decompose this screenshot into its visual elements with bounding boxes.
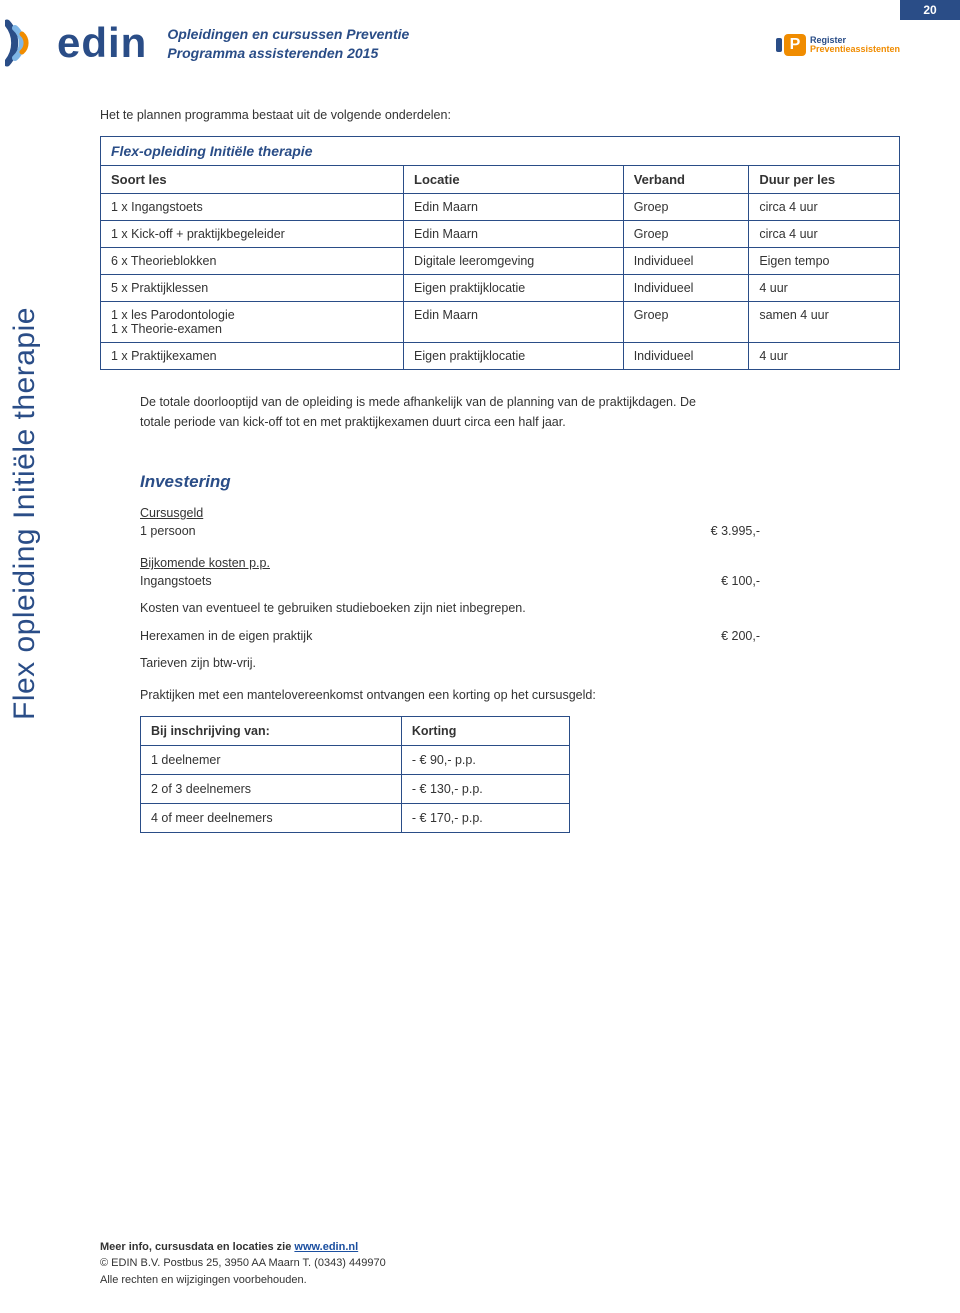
table-cell: 2 of 3 deelnemers xyxy=(141,774,402,803)
books-note: Kosten van eventueel te gebruiken studie… xyxy=(140,598,760,619)
table-cell: Edin Maarn xyxy=(404,221,624,248)
table-cell: 1 x Ingangstoets xyxy=(101,194,404,221)
cursusgeld-label: Cursusgeld xyxy=(140,506,203,520)
table-cell: Eigen praktijklocatie xyxy=(404,343,624,370)
program-table: Flex-opleiding Initiële therapie Soort l… xyxy=(100,136,900,370)
table-row: 1 x les Parodontologie1 x Theorie-examen… xyxy=(101,302,900,343)
program-table-title: Flex-opleiding Initiële therapie xyxy=(101,137,900,166)
col-verband: Verband xyxy=(623,166,749,194)
table-cell: circa 4 uur xyxy=(749,194,900,221)
intro-text: Het te plannen programma bestaat uit de … xyxy=(100,108,900,122)
table-cell: Individueel xyxy=(623,248,749,275)
header-subtitle: Programma assisterenden 2015 xyxy=(167,45,409,61)
footer-link[interactable]: www.edin.nl xyxy=(294,1241,358,1253)
btw-note: Tarieven zijn btw-vrij. xyxy=(140,653,760,674)
footer-line-3: Alle rechten en wijzigingen voorbehouden… xyxy=(100,1272,386,1289)
ingangstoets-label: Ingangstoets xyxy=(140,574,212,588)
program-table-header: Soort les Locatie Verband Duur per les xyxy=(101,166,900,194)
table-cell: 6 x Theorieblokken xyxy=(101,248,404,275)
logo-mark-icon xyxy=(5,18,55,68)
logo-text: edin xyxy=(57,19,147,67)
table-cell: 5 x Praktijklessen xyxy=(101,275,404,302)
table-cell: samen 4 uur xyxy=(749,302,900,343)
herexamen-label: Herexamen in de eigen praktijk xyxy=(140,629,312,643)
table-cell: Digitale leeromgeving xyxy=(404,248,624,275)
table-cell: Individueel xyxy=(623,275,749,302)
side-label: Flex opleiding Initiële therapie xyxy=(8,307,42,720)
herexamen-price: € 200,- xyxy=(721,629,760,643)
table-row: 2 of 3 deelnemers- € 130,- p.p. xyxy=(141,774,570,803)
table-row: 1 deelnemer- € 90,- p.p. xyxy=(141,745,570,774)
page-number: 20 xyxy=(900,0,960,20)
mantel-note: Praktijken met een mantelovereenkomst on… xyxy=(140,685,760,706)
brand-logo: edin xyxy=(5,18,147,68)
table-cell: - € 130,- p.p. xyxy=(401,774,569,803)
cursusgeld-price: € 3.995,- xyxy=(711,524,760,538)
discount-col-korting: Korting xyxy=(401,716,569,745)
table-cell: circa 4 uur xyxy=(749,221,900,248)
table-cell: 1 deelnemer xyxy=(141,745,402,774)
register-badge-text: Register Preventieassistenten xyxy=(810,36,900,55)
table-cell: Groep xyxy=(623,302,749,343)
duration-paragraph: De totale doorlooptijd van de opleiding … xyxy=(140,392,700,432)
discount-col-inschrijving: Bij inschrijving van: xyxy=(141,716,402,745)
header-titles: Opleidingen en cursussen Preventie Progr… xyxy=(167,24,409,61)
table-cell: 1 x les Parodontologie1 x Theorie-examen xyxy=(101,302,404,343)
table-cell: Edin Maarn xyxy=(404,194,624,221)
investering-heading: Investering xyxy=(140,472,900,492)
col-soort-les: Soort les xyxy=(101,166,404,194)
register-badge: P Register Preventieassistenten xyxy=(784,34,900,56)
register-line2: Preventieassistenten xyxy=(810,44,900,54)
footer-line-1: Meer info, cursusdata en locaties zie ww… xyxy=(100,1239,386,1256)
table-cell: Eigen tempo xyxy=(749,248,900,275)
table-cell: 1 x Kick-off + praktijkbegeleider xyxy=(101,221,404,248)
page-footer: Meer info, cursusdata en locaties zie ww… xyxy=(100,1239,386,1289)
cursusgeld-item: 1 persoon xyxy=(140,524,196,538)
table-cell: 1 x Praktijkexamen xyxy=(101,343,404,370)
footer-line-2: © EDIN B.V. Postbus 25, 3950 AA Maarn T.… xyxy=(100,1255,386,1272)
table-row: 1 x PraktijkexamenEigen praktijklocatieI… xyxy=(101,343,900,370)
page-header: edin Opleidingen en cursussen Preventie … xyxy=(100,0,900,68)
table-cell: 4 uur xyxy=(749,275,900,302)
table-row: 5 x PraktijklessenEigen praktijklocatieI… xyxy=(101,275,900,302)
table-row: 1 x IngangstoetsEdin MaarnGroepcirca 4 u… xyxy=(101,194,900,221)
discount-header-row: Bij inschrijving van: Korting xyxy=(141,716,570,745)
investering-block: Cursusgeld 1 persoon € 3.995,- Bijkomend… xyxy=(140,506,760,833)
register-p-icon: P xyxy=(784,34,806,56)
table-row: 6 x TheorieblokkenDigitale leeromgevingI… xyxy=(101,248,900,275)
table-cell: 4 uur xyxy=(749,343,900,370)
table-row: 1 x Kick-off + praktijkbegeleiderEdin Ma… xyxy=(101,221,900,248)
header-title: Opleidingen en cursussen Preventie xyxy=(167,24,409,45)
footer-prefix: Meer info, cursusdata en locaties zie xyxy=(100,1241,294,1253)
discount-table: Bij inschrijving van: Korting 1 deelneme… xyxy=(140,716,570,833)
col-locatie: Locatie xyxy=(404,166,624,194)
table-cell: Groep xyxy=(623,221,749,248)
ingangstoets-price: € 100,- xyxy=(721,574,760,588)
bijkomende-label: Bijkomende kosten p.p. xyxy=(140,556,270,570)
table-cell: Eigen praktijklocatie xyxy=(404,275,624,302)
table-cell: - € 90,- p.p. xyxy=(401,745,569,774)
table-cell: - € 170,- p.p. xyxy=(401,803,569,832)
table-cell: 4 of meer deelnemers xyxy=(141,803,402,832)
table-cell: Individueel xyxy=(623,343,749,370)
main-content: Het te plannen programma bestaat uit de … xyxy=(100,108,900,833)
table-cell: Edin Maarn xyxy=(404,302,624,343)
table-cell: Groep xyxy=(623,194,749,221)
col-duur: Duur per les xyxy=(749,166,900,194)
table-row: 4 of meer deelnemers- € 170,- p.p. xyxy=(141,803,570,832)
